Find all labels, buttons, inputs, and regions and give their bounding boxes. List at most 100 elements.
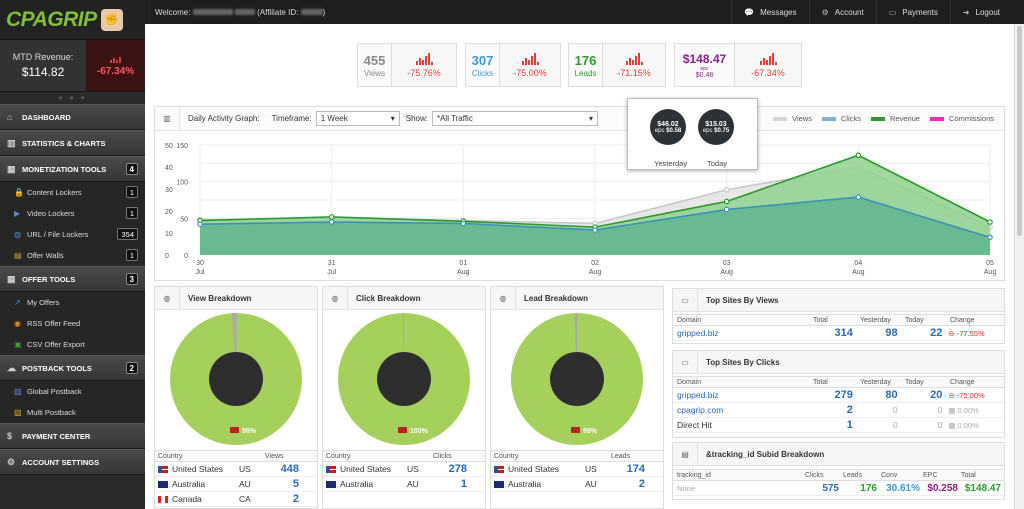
point-revenue[interactable]	[987, 219, 993, 225]
sidebar-item-dashboard[interactable]: ⌂ DASHBOARD	[0, 104, 145, 130]
col-total[interactable]: Total	[813, 316, 828, 324]
col-today[interactable]: Today	[905, 316, 924, 324]
col-conv[interactable]: Conv	[881, 471, 898, 479]
sidebar-item-my-offers[interactable]: ↗ My Offers	[0, 292, 145, 313]
col-country[interactable]: Country	[326, 452, 351, 460]
scrollbar[interactable]	[1014, 24, 1024, 509]
sidebar-item-monetization-tools[interactable]: ▦ MONETIZATION TOOLS 4	[0, 156, 145, 182]
traffic-select[interactable]: *All Traffic ▾	[431, 111, 598, 126]
point-clicks[interactable]	[723, 206, 730, 213]
point-views[interactable]	[723, 186, 730, 193]
carousel-dots[interactable]: ● ● ●	[58, 93, 87, 102]
stat-views[interactable]: 455 Views -75.76%	[357, 43, 457, 87]
legend-views-label: Views	[792, 114, 812, 123]
sidebar-item-offer-walls[interactable]: ▤ Offer Walls 1	[0, 245, 145, 266]
point-clicks[interactable]	[855, 194, 862, 200]
sidebar-item-url-file-lockers[interactable]: ◍ URL / File Lockers 354	[0, 224, 145, 245]
col-total[interactable]: Total	[961, 471, 976, 479]
sidebar-item-video-lockers[interactable]: ▶ Video Lockers 1	[0, 203, 145, 224]
col-metric[interactable]: Views	[265, 452, 284, 460]
sidebar-item-content-lockers[interactable]: 🔒 Content Lockers 1	[0, 182, 145, 203]
point-clicks[interactable]	[197, 221, 203, 228]
col-metric[interactable]: Leads	[611, 452, 631, 460]
scrollbar-thumb[interactable]	[1017, 26, 1022, 236]
domain-link[interactable]: cpagrip.com	[677, 405, 724, 415]
point-clicks[interactable]	[987, 234, 993, 241]
col-today[interactable]: Today	[905, 378, 924, 386]
sidebar-item-account-settings[interactable]: ⚙ ACCOUNT SETTINGS	[0, 449, 145, 475]
col-domain[interactable]: Domain	[677, 316, 702, 324]
timeframe-value: 1 Week	[320, 114, 348, 123]
logo[interactable]: CPAGRIP ✊	[0, 0, 145, 40]
point-clicks[interactable]	[328, 219, 335, 225]
gear-icon: ⚙	[7, 456, 16, 467]
domain-link[interactable]: gripped.biz	[677, 390, 719, 400]
logout-label: Logout	[975, 7, 1000, 17]
logout-button[interactable]: ➜ Logout	[949, 0, 1024, 24]
pie-hole	[377, 352, 431, 406]
flag-icon	[494, 481, 504, 489]
point-clicks[interactable]	[460, 220, 467, 227]
table-row: gripped.biz 314 98 22 ⊖ -77.55%	[673, 326, 1004, 341]
sidebar-item-postback-tools[interactable]: ☁ POSTBACK TOOLS 2	[0, 355, 145, 381]
timeframe-select[interactable]: 1 Week ▾	[315, 111, 400, 126]
top-bar: Welcome: (Affiliate ID: ) 💬 Messages ⚙ Acc…	[145, 0, 1024, 24]
col-clicks[interactable]: Clicks	[805, 471, 824, 479]
col-total[interactable]: Total	[813, 378, 828, 386]
breakdown-value: 1	[460, 478, 467, 490]
multi-postback-icon: ▨	[14, 408, 22, 417]
domain-link[interactable]: gripped.biz	[677, 328, 719, 338]
sidebar-item-csv-offer-export[interactable]: ▣ CSV Offer Export	[0, 334, 145, 355]
legend-views[interactable]: Views	[773, 114, 812, 123]
legend-commissions[interactable]: Commissions	[929, 114, 994, 123]
stat-views-label: Views	[363, 68, 386, 78]
col-country[interactable]: Country	[158, 452, 183, 460]
col-change[interactable]: Change	[950, 316, 975, 324]
point-revenue[interactable]	[723, 198, 730, 205]
sidebar-item-offer-tools[interactable]: ▦ OFFER TOOLS 3	[0, 266, 145, 292]
revenue-tooltip: $46.02 epc $0.58 $15.03 epc $0.75 Yesterda…	[627, 98, 758, 170]
sidebar-item-statistics-charts[interactable]: ▥ STATISTICS & CHARTS	[0, 130, 145, 156]
change-text: 0.00%	[957, 405, 979, 415]
sidebar-item-payment-center[interactable]: $ PAYMENT CENTER	[0, 423, 145, 449]
stat-revenue[interactable]: $148.47 epc $0.48 -67.34%	[674, 43, 802, 87]
point-revenue[interactable]	[328, 214, 335, 220]
affiliate-id-redacted	[300, 9, 323, 16]
col-metric[interactable]: Clicks	[433, 452, 452, 460]
sidebar-item-multi-postback[interactable]: ▨ Multi Postback	[0, 402, 145, 423]
sparkline-icon	[759, 52, 777, 65]
table-row: Australia AU 1	[323, 477, 485, 492]
yesterday-value: $46.02	[657, 120, 679, 128]
legend-clicks[interactable]: Clicks	[821, 114, 861, 123]
x-tick-label: Jul	[327, 269, 336, 276]
sidebar-item-rss-offer-feed[interactable]: ◉ RSS Offer Feed	[0, 313, 145, 334]
messages-button[interactable]: 💬 Messages	[731, 0, 808, 24]
col-yesterday[interactable]: Yesterday	[860, 316, 891, 324]
sidebar-item-global-postback[interactable]: ▧ Global Postback	[0, 381, 145, 402]
stat-leads[interactable]: 176 Leads -71.15%	[568, 43, 666, 87]
change-value: ⊖ -75.00%	[948, 390, 985, 400]
total-value: 2	[846, 404, 853, 416]
legend-revenue[interactable]: Revenue	[870, 114, 920, 123]
payments-button[interactable]: ▭ Payments	[875, 0, 950, 24]
y-tick-label: 150	[176, 143, 188, 150]
col-change[interactable]: Change	[950, 378, 975, 386]
breakdown-title: View Breakdown	[188, 293, 252, 303]
top-sites-views-panel: ▭ Top Sites By Views Domain Total Yesterd…	[672, 288, 1005, 344]
stat-clicks[interactable]: 307 Clicks -75.00%	[465, 43, 561, 87]
stat-views-change: -75.76%	[407, 67, 441, 78]
col-yesterday[interactable]: Yesterday	[860, 378, 891, 386]
yesterday-value: 80	[885, 389, 898, 401]
account-button[interactable]: ⚙ Account	[808, 0, 876, 24]
domain-link[interactable]: Direct Hit	[677, 420, 712, 430]
col-domain[interactable]: Domain	[677, 378, 702, 386]
col-leads[interactable]: Leads	[843, 471, 863, 479]
col-tracking-id[interactable]: tracking_id	[677, 471, 711, 479]
point-clicks[interactable]	[592, 227, 598, 233]
col-epc[interactable]: EPC	[923, 471, 938, 479]
sparkline-icon	[521, 52, 539, 65]
view-breakdown-panel: ◍ View Breakdown 98% Country Views United Sta…	[154, 286, 318, 509]
point-revenue[interactable]	[855, 152, 862, 159]
col-country[interactable]: Country	[494, 452, 519, 460]
stat-revenue-change: -67.34%	[751, 67, 785, 78]
